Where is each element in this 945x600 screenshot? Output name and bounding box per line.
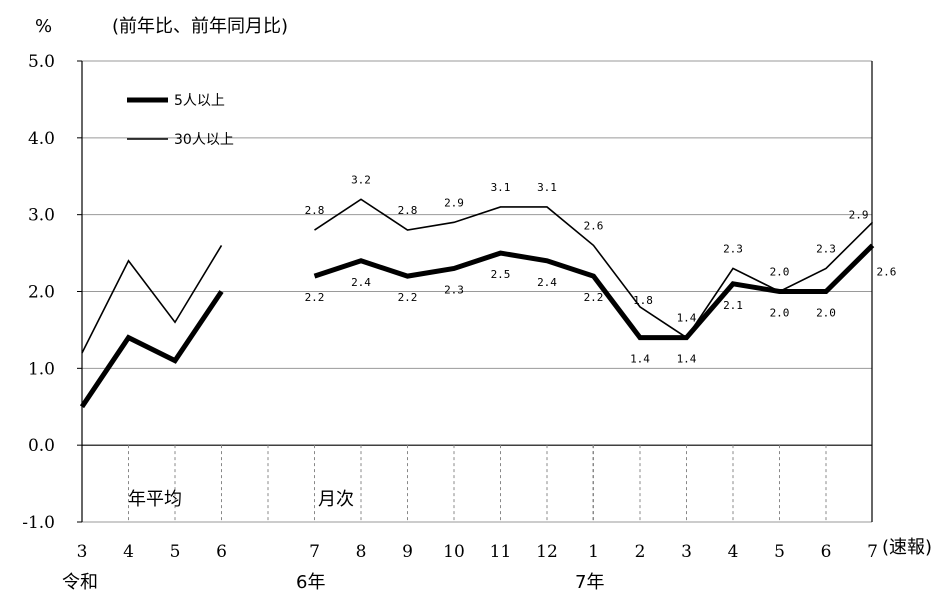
data-label-30plus: 2.3: [723, 242, 743, 255]
data-label-30plus: 3.1: [537, 181, 557, 194]
annual-line-5plus: [79, 290, 224, 409]
y-tick-label: -1.0: [22, 513, 55, 533]
legend: 5人以上 30人以上: [127, 93, 234, 148]
series-lines: [79, 198, 875, 409]
x-tick-label: 11: [490, 542, 512, 562]
data-label-30plus: 3.1: [491, 181, 511, 194]
data-label-30plus: 2.8: [305, 204, 325, 217]
x-tick-label: 3: [77, 542, 88, 562]
data-label-30plus: 2.3: [816, 242, 836, 255]
y-tick-label: 5.0: [28, 52, 55, 72]
y-tick-label: 2.0: [28, 283, 55, 303]
y-tick-label: 1.0: [28, 359, 55, 379]
x-tick-label: 9: [402, 542, 413, 562]
y-tick-label: 4.0: [28, 129, 55, 149]
data-label-30plus: 1.4: [677, 312, 697, 325]
y-tick-label: 0.0: [28, 436, 55, 456]
annual-line-30plus: [81, 244, 223, 354]
data-labels: 2.8 3.2 2.8 2.9 3.1 3.1 2.6 1.8 1.4 2.3 2.0 2.3 2.9 2…: [305, 173, 897, 365]
era-label: 令和: [62, 572, 98, 593]
data-label-30plus: 3.2: [351, 173, 371, 186]
data-label-5plus: 2.5: [491, 268, 511, 281]
x-tick-label: 12: [536, 542, 558, 562]
data-label-5plus: 2.2: [398, 291, 418, 304]
data-label-5plus: 2.0: [816, 307, 836, 320]
x-tick-label: 8: [356, 542, 367, 562]
y-axis-label: %: [35, 16, 52, 37]
data-label-5plus: 2.3: [444, 283, 464, 296]
data-label-5plus: 2.1: [723, 299, 743, 312]
x-tick-label: 7: [867, 542, 878, 562]
data-label-5plus: 2.4: [537, 276, 557, 289]
x-tick-label: 10: [443, 542, 465, 562]
x-tick-label: 1: [588, 542, 599, 562]
x-tick-label: 2: [635, 542, 646, 562]
x-tick-label: 5: [170, 542, 181, 562]
x-tick-labels: 3 4 5 6 7 8 9 10 11 12 1 2 3 4 5 6 7: [77, 542, 878, 562]
data-label-30plus: 1.8: [633, 294, 653, 307]
last-point-note: (速報): [882, 537, 932, 558]
y-tick-labels: 5.0 4.0 3.0 2.0 1.0 0.0 -1.0: [22, 52, 55, 533]
data-label-5plus: 2.0: [770, 307, 790, 320]
data-label-30plus: 2.8: [398, 204, 418, 217]
x-tick-label: 6: [821, 542, 832, 562]
data-label-30plus: 2.0: [770, 266, 790, 279]
monthly-section-label: 月次: [318, 489, 354, 510]
year-label-6: 6年: [296, 572, 325, 593]
x-tick-label: 7: [309, 542, 320, 562]
y-tick-label: 3.0: [28, 206, 55, 226]
data-label-5plus: 1.4: [677, 353, 697, 366]
x-tick-label: 6: [216, 542, 227, 562]
data-label-30plus: 2.6: [584, 219, 604, 232]
monthly-line-5plus: [313, 243, 875, 341]
data-label-5plus: 2.2: [305, 291, 325, 304]
data-label-5plus: 2.2: [584, 291, 604, 304]
data-label-5plus: 2.4: [351, 276, 371, 289]
data-label-5plus: 2.6: [877, 265, 897, 278]
data-label-5plus: 1.4: [630, 353, 650, 366]
chart-subtitle: (前年比、前年同月比): [112, 16, 288, 37]
x-tick-label: 4: [728, 542, 739, 562]
legend-label-30: 30人以上: [174, 132, 234, 148]
data-label-30plus: 2.9: [444, 196, 464, 209]
grid: [77, 60, 873, 523]
x-tick-label: 3: [681, 542, 692, 562]
x-tick-label: 4: [123, 542, 134, 562]
x-tick-label: 5: [774, 542, 785, 562]
annual-section-label: 年平均: [128, 489, 182, 510]
data-label-30plus: 2.9: [849, 208, 869, 221]
legend-label-5: 5人以上: [174, 93, 225, 109]
year-label-7: 7年: [575, 572, 604, 593]
